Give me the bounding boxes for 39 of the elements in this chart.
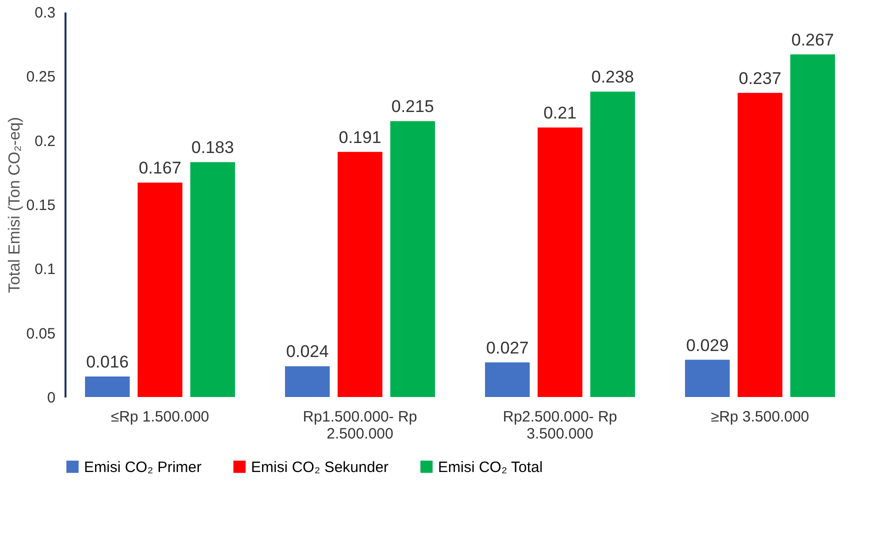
data-label: 0.024 <box>286 342 329 362</box>
data-label: 0.183 <box>191 138 234 158</box>
bar <box>338 152 382 397</box>
legend-label: Emisi CO₂ Sekunder <box>251 458 389 476</box>
x-tick-label: ≥Rp 3.500.000 <box>710 408 810 426</box>
data-label: 0.027 <box>486 338 529 358</box>
y-tick-label: 0.15 <box>26 197 56 214</box>
y-axis-title: Total Emisi (Ton CO₂-eq) <box>6 116 24 294</box>
data-label: 0.215 <box>391 97 434 116</box>
data-label: 0.016 <box>86 352 129 372</box>
bar <box>685 360 730 397</box>
data-label: 0.21 <box>543 104 577 122</box>
data-label: 0.191 <box>338 128 382 147</box>
bar <box>85 376 130 397</box>
y-tick-label: 0.25 <box>26 68 56 86</box>
x-tick-label: ≤Rp 1.500.000 <box>110 408 210 426</box>
data-label: 0.267 <box>791 30 834 50</box>
x-tick-label: Rp1.500.000- Rp 2.500.000 <box>302 408 418 442</box>
x-tick-label: Rp2.500.000- Rp 3.500.000 <box>502 408 618 442</box>
bar <box>790 54 835 397</box>
bar <box>738 92 782 397</box>
bar <box>538 128 582 397</box>
data-label: 0.029 <box>686 336 729 355</box>
data-label: 0.167 <box>138 158 182 178</box>
y-tick-label: 0.05 <box>26 325 56 342</box>
bar <box>485 362 530 397</box>
y-tick-label: 0.1 <box>34 261 56 278</box>
bar <box>190 162 235 397</box>
bar <box>590 92 635 397</box>
y-tick-label: 0 <box>47 390 56 406</box>
legend-label: Emisi CO₂ Total <box>438 458 543 476</box>
y-tick-label: 0.3 <box>34 4 56 22</box>
bar <box>138 182 182 397</box>
data-label: 0.237 <box>738 68 782 88</box>
bar <box>285 366 330 397</box>
y-tick-label: 0.2 <box>34 132 56 150</box>
bar <box>390 121 435 397</box>
data-label: 0.238 <box>591 68 634 87</box>
legend-label: Emisi CO₂ Primer <box>84 458 202 476</box>
